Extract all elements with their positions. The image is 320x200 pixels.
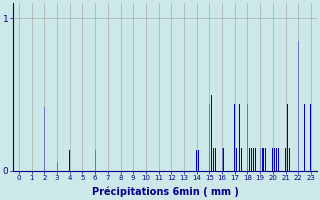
Bar [274, 148, 275, 171]
Bar [239, 104, 240, 171]
Bar [221, 148, 223, 171]
Bar [272, 148, 273, 171]
Bar [261, 148, 262, 171]
Bar [95, 150, 96, 171]
Bar [69, 150, 70, 171]
Bar [249, 148, 250, 171]
Bar [247, 104, 248, 171]
Bar [241, 148, 242, 171]
Bar [304, 104, 305, 171]
Bar [209, 104, 210, 171]
Bar [215, 148, 216, 171]
Bar [234, 104, 235, 171]
Bar [44, 107, 45, 171]
Bar [289, 148, 290, 171]
Bar [196, 150, 197, 171]
Bar [298, 41, 299, 171]
Bar [211, 95, 212, 171]
Bar [198, 150, 199, 171]
Bar [263, 148, 264, 171]
X-axis label: Précipitations 6min ( mm ): Précipitations 6min ( mm ) [92, 187, 238, 197]
Bar [223, 148, 224, 171]
Bar [254, 148, 256, 171]
Bar [252, 148, 254, 171]
Bar [310, 104, 311, 171]
Bar [213, 148, 214, 171]
Bar [276, 148, 277, 171]
Bar [236, 148, 237, 171]
Bar [57, 162, 58, 171]
Bar [278, 148, 279, 171]
Bar [285, 148, 286, 171]
Bar [265, 148, 266, 171]
Bar [287, 104, 288, 171]
Bar [251, 148, 252, 171]
